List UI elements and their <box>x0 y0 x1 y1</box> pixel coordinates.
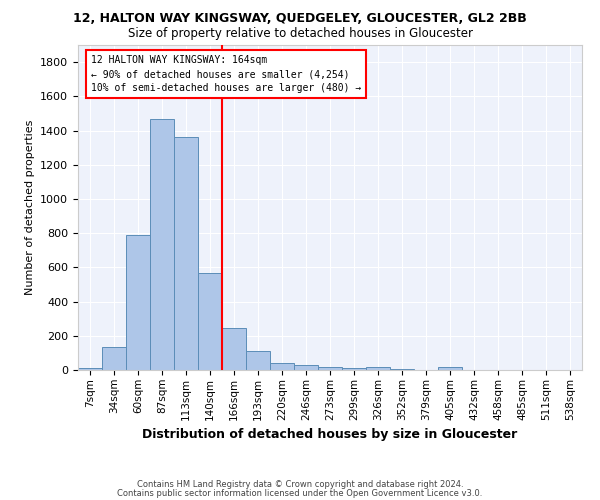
Bar <box>366 368 390 370</box>
Bar <box>270 363 294 370</box>
Y-axis label: Number of detached properties: Number of detached properties <box>25 120 35 295</box>
Text: 12, HALTON WAY KINGSWAY, QUEDGELEY, GLOUCESTER, GL2 2BB: 12, HALTON WAY KINGSWAY, QUEDGELEY, GLOU… <box>73 12 527 26</box>
Text: Contains HM Land Registry data © Crown copyright and database right 2024.: Contains HM Land Registry data © Crown c… <box>137 480 463 489</box>
Bar <box>198 272 222 370</box>
Bar <box>390 368 414 370</box>
Text: Contains public sector information licensed under the Open Government Licence v3: Contains public sector information licen… <box>118 489 482 498</box>
Bar <box>78 368 102 370</box>
Bar <box>174 138 198 370</box>
Bar <box>246 351 270 370</box>
Text: 12 HALTON WAY KINGSWAY: 164sqm
← 90% of detached houses are smaller (4,254)
10% : 12 HALTON WAY KINGSWAY: 164sqm ← 90% of … <box>91 56 361 94</box>
X-axis label: Distribution of detached houses by size in Gloucester: Distribution of detached houses by size … <box>142 428 518 441</box>
Bar <box>150 118 174 370</box>
Bar <box>318 367 342 370</box>
Text: Size of property relative to detached houses in Gloucester: Size of property relative to detached ho… <box>128 28 473 40</box>
Bar <box>222 328 246 370</box>
Bar <box>438 366 462 370</box>
Bar <box>342 368 366 370</box>
Bar <box>126 235 150 370</box>
Bar <box>102 347 126 370</box>
Bar <box>294 366 318 370</box>
